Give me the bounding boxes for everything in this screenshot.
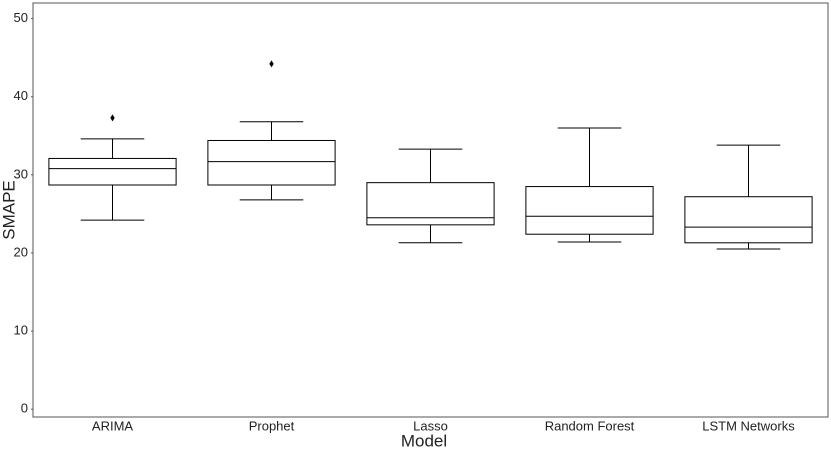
y-tick-label: 30 [14, 166, 28, 181]
y-tick-label: 10 [14, 323, 28, 338]
x-tick-label: ARIMA [92, 418, 134, 433]
outlier [110, 114, 115, 122]
x-tick-label: Lasso [413, 418, 448, 433]
box [684, 196, 813, 244]
outlier [269, 60, 274, 68]
box [525, 186, 654, 235]
x-axis-title: Model [401, 431, 447, 450]
x-tick-label: Random Forest [545, 418, 635, 433]
y-tick-label: 50 [14, 10, 28, 25]
x-tick-label: Prophet [249, 418, 295, 433]
y-tick-label: 40 [14, 88, 28, 103]
box [207, 139, 336, 186]
box [366, 182, 495, 226]
plot-frame [32, 2, 829, 418]
box [48, 157, 177, 186]
y-axis-title: SMAPE [0, 180, 18, 240]
y-tick-label: 0 [21, 401, 28, 416]
x-tick-label: LSTM Networks [702, 418, 795, 433]
y-tick-label: 20 [14, 244, 28, 259]
